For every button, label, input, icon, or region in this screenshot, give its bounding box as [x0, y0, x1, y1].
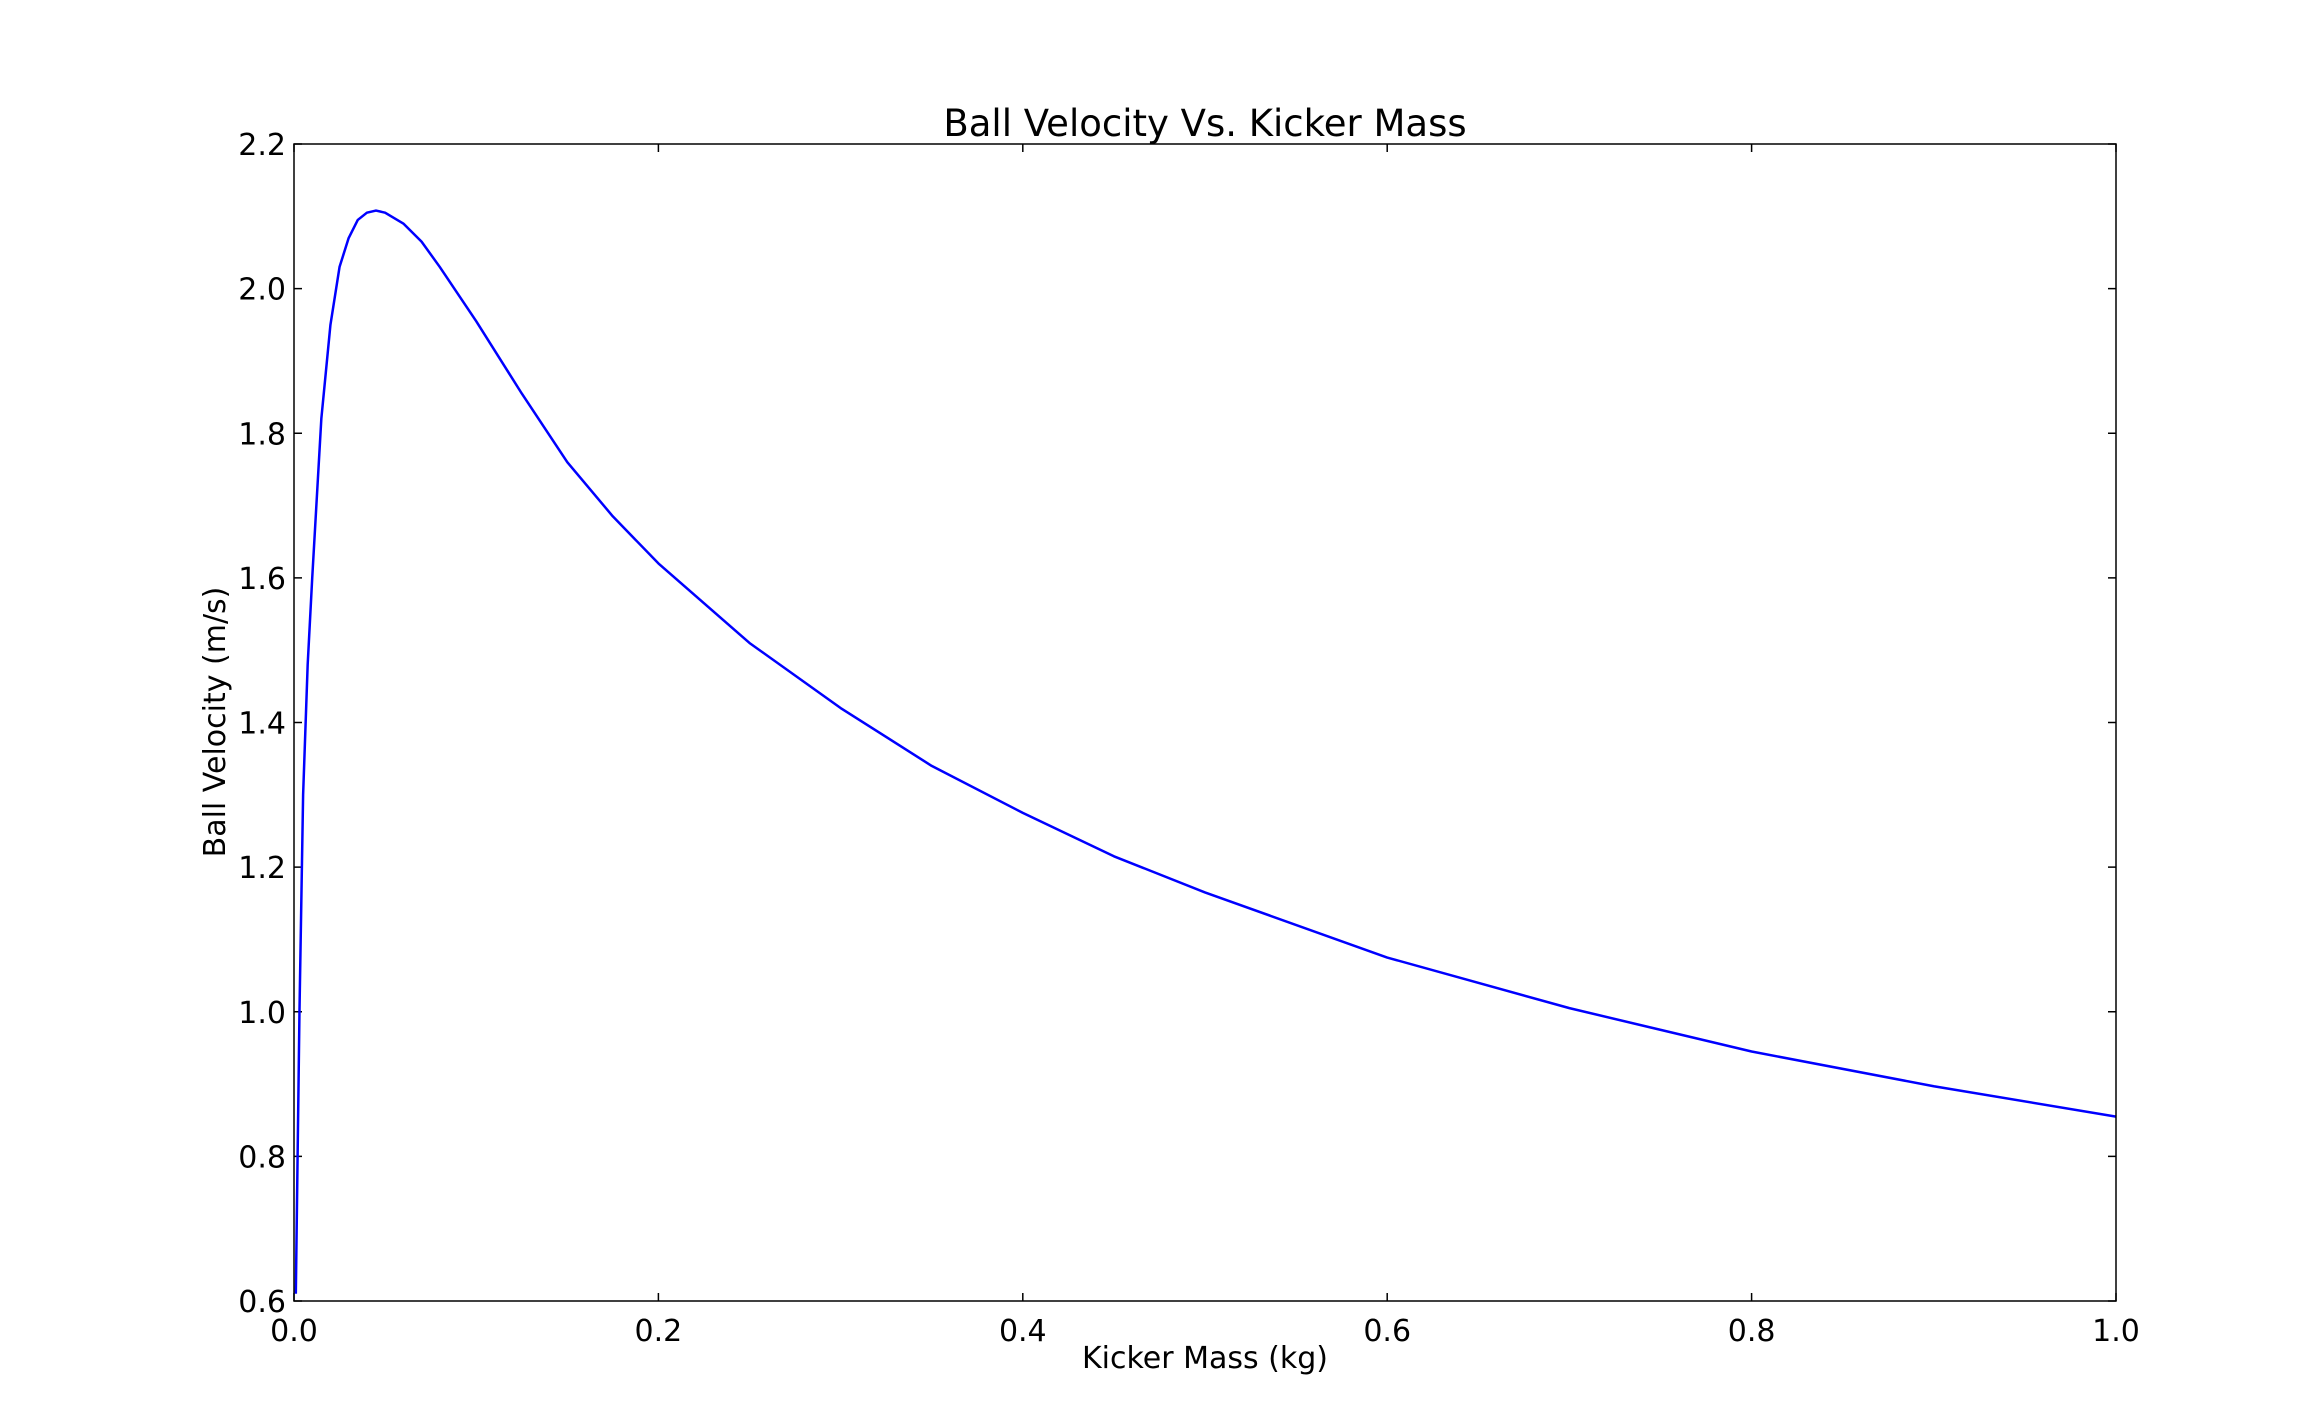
- chart-title: Ball Velocity Vs. Kicker Mass: [943, 102, 1466, 145]
- y-axis-label: Ball Velocity (m/s): [198, 587, 233, 858]
- y-tick-label: 1.0: [238, 996, 286, 1031]
- data-line: [294, 209, 2117, 1294]
- x-tick-label: 0.0: [270, 1314, 318, 1349]
- y-tick-label: 1.2: [238, 851, 286, 886]
- y-tick-label: 2.0: [238, 273, 286, 308]
- x-tick-label: 0.8: [1728, 1314, 1776, 1349]
- x-tick-label: 0.6: [1363, 1314, 1411, 1349]
- x-tick-label: 1.0: [2092, 1314, 2140, 1349]
- y-tick-label: 1.6: [238, 562, 286, 597]
- y-tick-label: 1.4: [238, 707, 286, 742]
- x-tick-label: 0.4: [999, 1314, 1047, 1349]
- x-tick-label: 0.2: [635, 1314, 683, 1349]
- y-tick-label: 1.8: [238, 417, 286, 452]
- y-tick-label: 2.2: [238, 128, 286, 163]
- y-tick-label: 0.6: [238, 1285, 286, 1320]
- x-axis-label: Kicker Mass (kg): [1082, 1341, 1328, 1376]
- plot-frame: [293, 143, 2117, 1302]
- y-tick-label: 0.8: [238, 1140, 286, 1175]
